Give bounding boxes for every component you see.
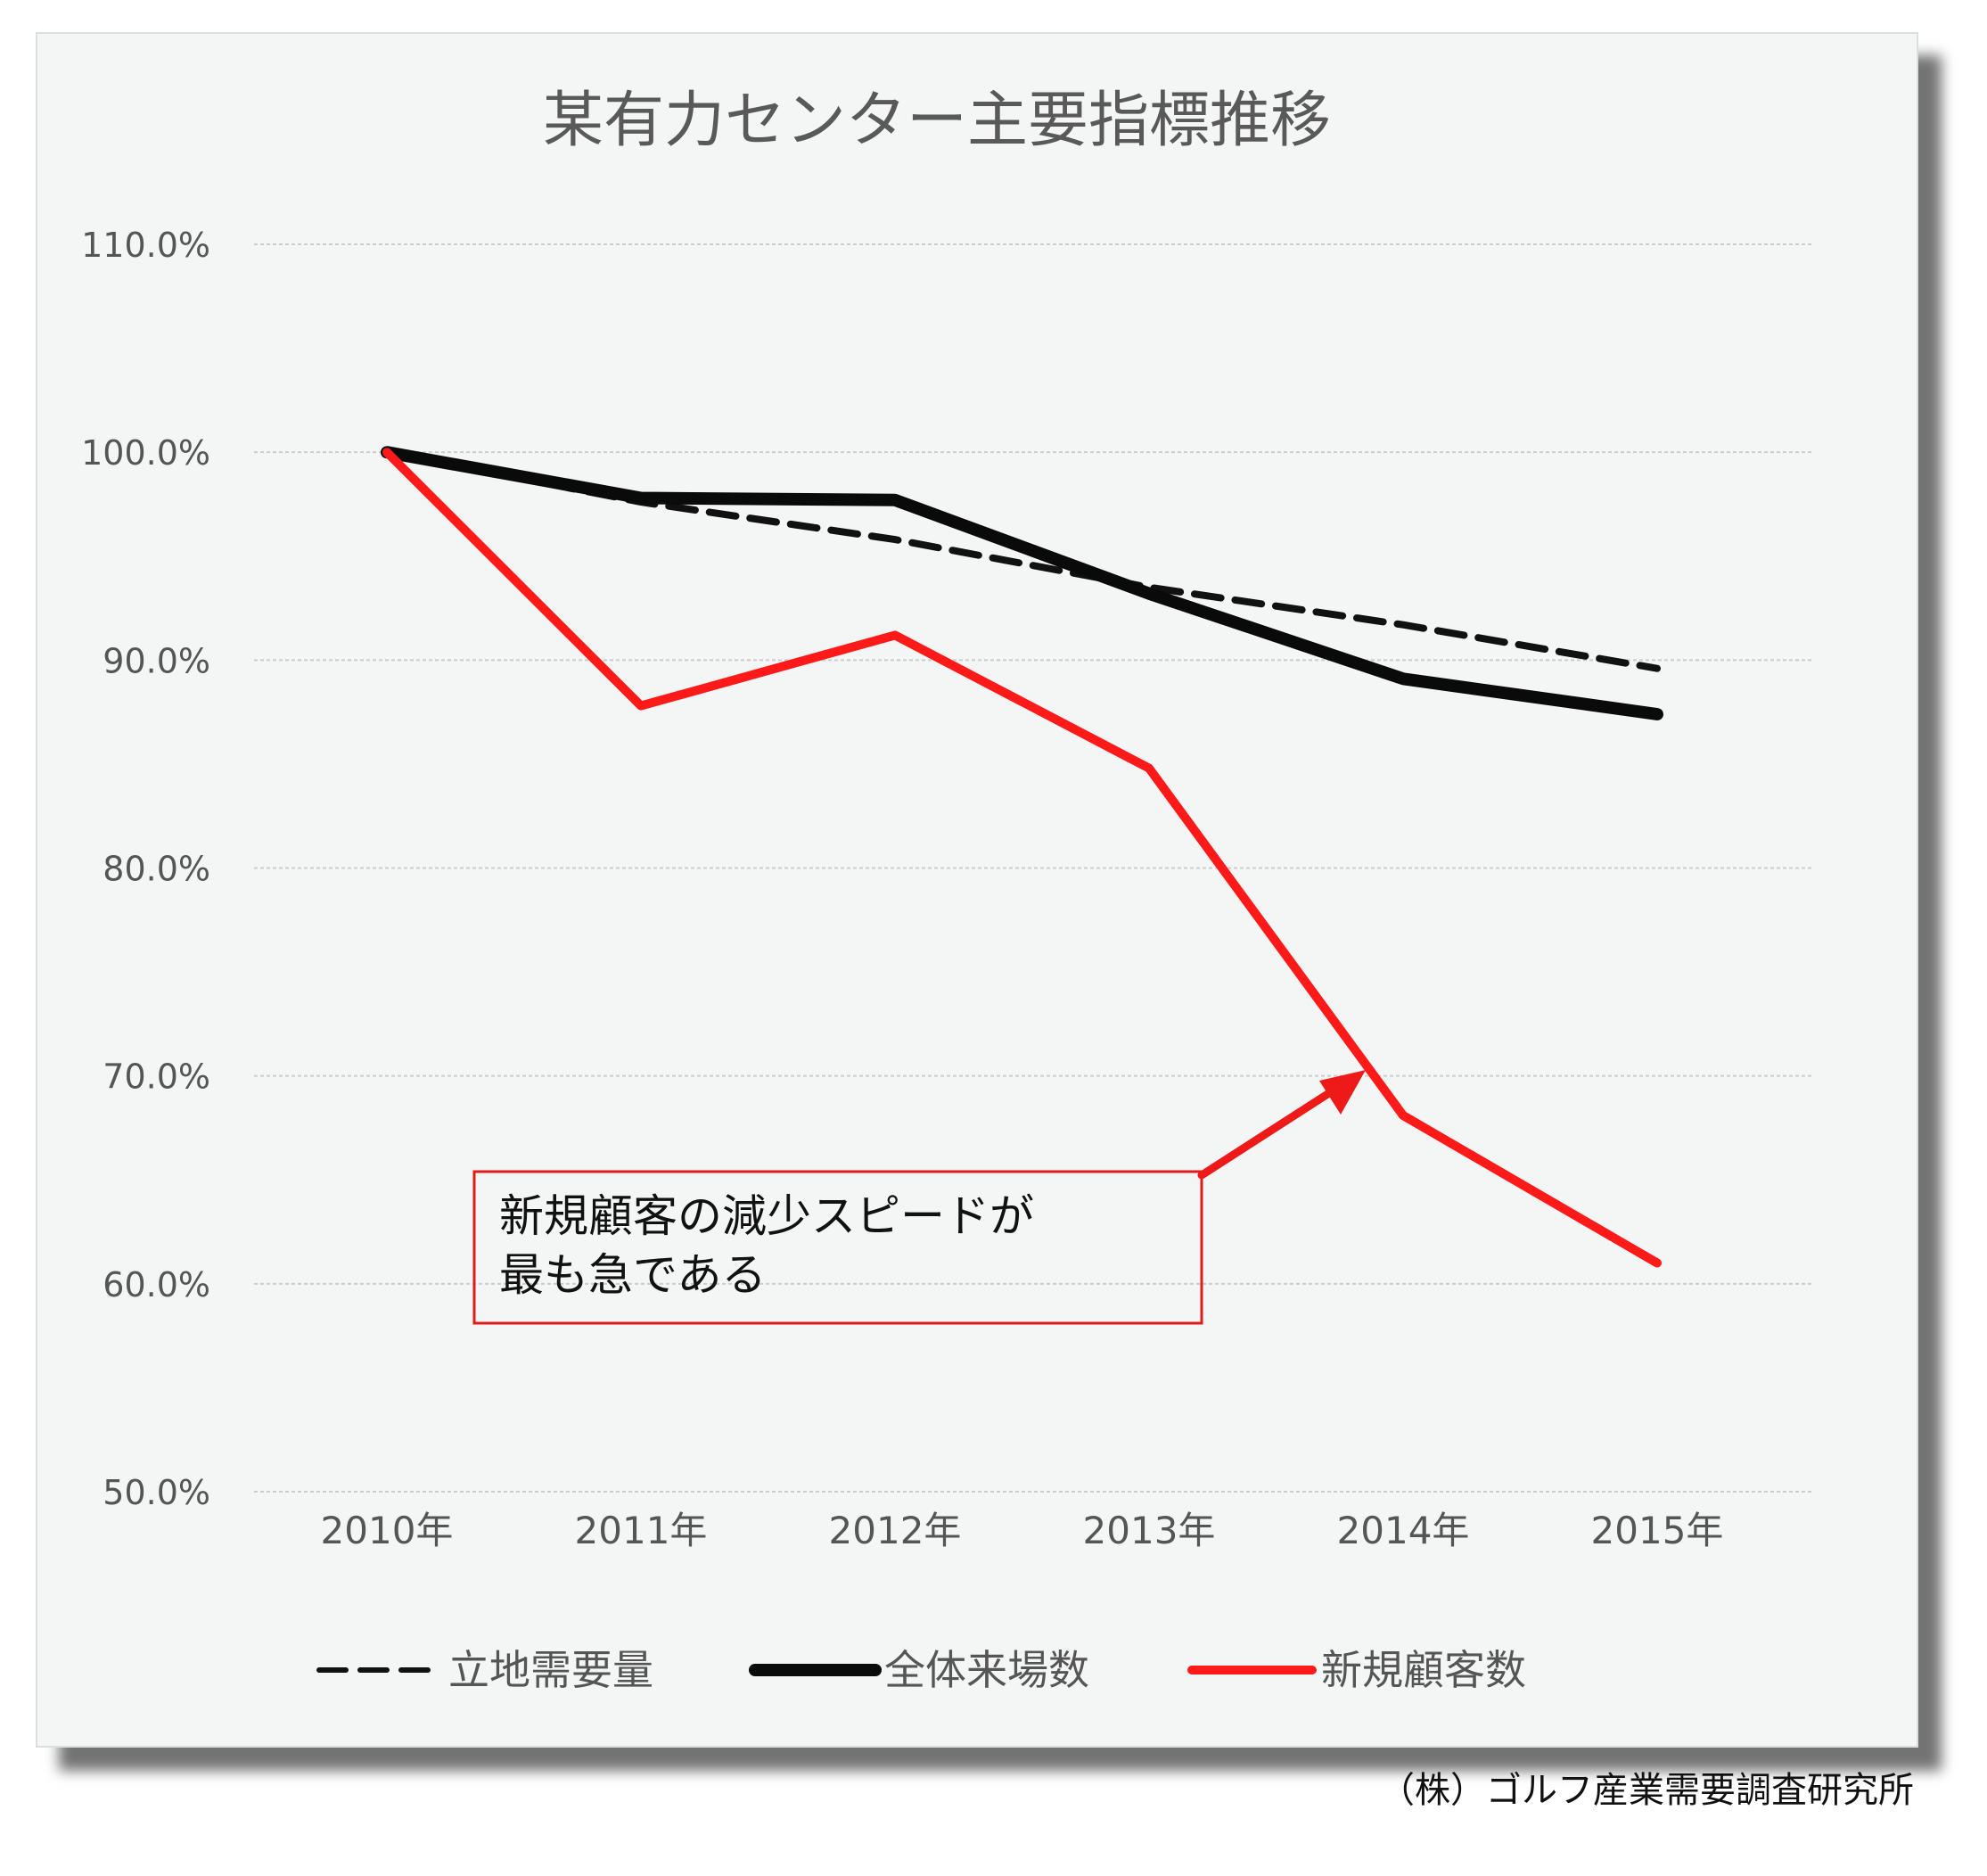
x-tick-label: 2011年 — [575, 1509, 708, 1552]
annotation-box — [472, 1170, 1203, 1325]
y-tick-label: 60.0% — [103, 1265, 210, 1304]
y-tick-label: 100.0% — [81, 433, 210, 473]
y-tick-label: 110.0% — [81, 226, 210, 265]
x-tick-label: 2012年 — [829, 1509, 962, 1552]
annotation-text: 新規顧客の減少スピードが — [499, 1190, 1034, 1242]
y-tick-label: 90.0% — [103, 641, 210, 680]
line-chart: 某有力センター主要指標推移 110.0% 100.0% 90.0% 80.0% 70.0%… — [81, 86, 1811, 1694]
x-tick-label: 2015年 — [1591, 1509, 1724, 1552]
source-credit: （株）ゴルフ産業需要調査研究所 — [1379, 1770, 1914, 1811]
x-tick-label: 2010年 — [321, 1509, 454, 1552]
legend-label: 新規顧客数 — [1321, 1646, 1526, 1694]
y-tick-label: 70.0% — [103, 1057, 210, 1097]
chart-panel: 某有力センター主要指標推移 110.0% 100.0% 90.0% 80.0% 70.0%… — [36, 32, 1918, 1748]
series-line-2 — [381, 446, 1663, 720]
y-tick-label: 50.0% — [103, 1473, 210, 1512]
legend-label: 立地需要量 — [448, 1646, 653, 1694]
annotation-arrow-line — [1197, 1079, 1349, 1180]
annotation-arrow-head — [1319, 1070, 1366, 1115]
y-tick-label: 80.0% — [103, 850, 210, 889]
legend-label: 全体来場数 — [884, 1646, 1089, 1694]
x-tick-label: 2014年 — [1337, 1509, 1470, 1552]
annotation-text: 最も急である — [499, 1249, 767, 1301]
x-tick-label: 2013年 — [1083, 1509, 1216, 1552]
series-line-3 — [382, 448, 1662, 1268]
chart-title: 某有力センター主要指標推移 — [543, 86, 1331, 156]
